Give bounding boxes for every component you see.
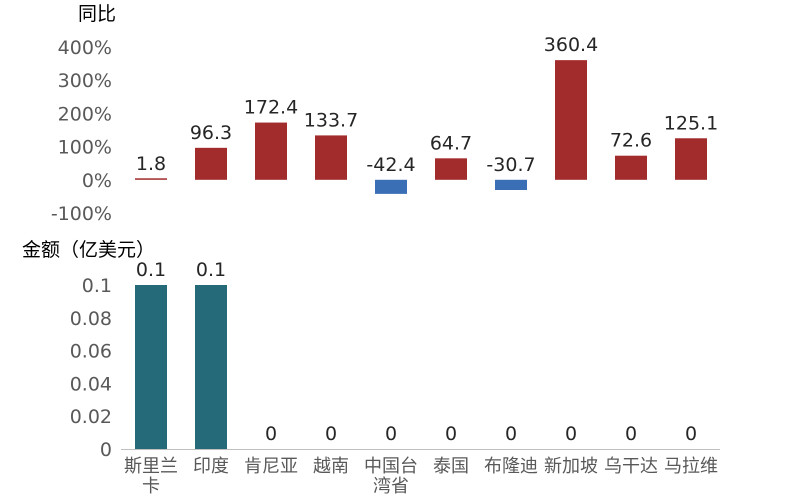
top-value-label: 64.7 (430, 132, 472, 154)
bottom-chart-value-labels: 0.1 0.1 0 0 0 0 0 0 0 0 (136, 259, 697, 445)
bottom-value-label: 0 (625, 423, 637, 445)
top-chart-value-labels: 1.8 96.3 172.4 133.7 -42.4 64.7 -30.7 360.4 72.6… (136, 34, 718, 176)
top-bar (675, 138, 707, 180)
bottom-chart-ylabel: 金额（亿美元） (22, 239, 155, 261)
bottom-value-label: 0.1 (196, 259, 226, 281)
top-y-tick-label: 300% (58, 70, 112, 92)
x-category-label: 马拉维 (664, 456, 718, 477)
top-bar (615, 155, 647, 180)
bottom-value-label: 0 (325, 423, 337, 445)
top-bar (435, 158, 467, 180)
top-value-label: 96.3 (190, 122, 232, 144)
bottom-y-tick-label: 0.1 (82, 275, 112, 297)
top-bar (195, 147, 227, 180)
top-value-label: 360.4 (544, 34, 598, 56)
x-category-label: 湾省 (373, 476, 409, 497)
bottom-y-tick-label: 0.06 (70, 341, 112, 363)
top-bar (135, 178, 167, 180)
top-chart-bars (135, 60, 707, 194)
top-value-label: -30.7 (486, 154, 535, 176)
x-category-label: 卡 (142, 476, 160, 497)
top-value-label: 1.8 (136, 153, 166, 175)
bottom-bar (195, 285, 227, 449)
top-y-tick-label: 100% (58, 137, 112, 159)
top-chart-ylabel: 同比 (78, 3, 116, 25)
top-value-label: 125.1 (664, 112, 718, 134)
top-bar (315, 135, 347, 180)
bottom-chart-bars (135, 285, 227, 449)
x-category-label: 泰国 (433, 456, 469, 477)
top-bar (375, 179, 407, 194)
x-category-label: 新加坡 (544, 456, 598, 477)
bottom-value-label: 0 (265, 423, 277, 445)
bottom-value-label: 0 (565, 423, 577, 445)
x-category-label: 乌干达 (604, 456, 658, 477)
bottom-value-label: 0 (385, 423, 397, 445)
bottom-y-tick-label: 0.02 (70, 406, 112, 428)
x-category-label: 肯尼亚 (244, 456, 298, 477)
bottom-y-tick-label: 0.08 (70, 308, 112, 330)
top-y-tick-label: 0% (82, 170, 112, 192)
top-bar (255, 122, 287, 180)
bottom-value-label: 0.1 (136, 259, 166, 281)
x-category-label: 布隆迪 (484, 456, 538, 477)
bottom-chart-y-ticks: 0.1 0.08 0.06 0.04 0.02 0 (70, 275, 112, 461)
top-y-tick-label: 200% (58, 103, 112, 125)
bottom-y-tick-label: 0.04 (70, 373, 112, 395)
top-value-label: 72.6 (610, 130, 652, 152)
top-y-tick-label: -100% (51, 203, 112, 225)
x-category-label: 越南 (313, 456, 349, 477)
bottom-bar (135, 285, 167, 449)
top-y-tick-label: 400% (58, 37, 112, 59)
bottom-y-tick-label: 0 (100, 439, 112, 461)
top-bar (555, 60, 587, 180)
x-category-label: 斯里兰 (124, 456, 178, 477)
bottom-value-label: 0 (505, 423, 517, 445)
bottom-value-label: 0 (685, 423, 697, 445)
top-value-label: 172.4 (244, 97, 298, 119)
top-bar (495, 179, 527, 190)
top-value-label: 133.7 (304, 109, 358, 131)
x-category-label: 印度 (193, 456, 229, 477)
x-category-label: 中国台 (364, 456, 418, 477)
bottom-value-label: 0 (445, 423, 457, 445)
top-value-label: -42.4 (366, 154, 415, 176)
top-chart-y-ticks: 400% 300% 200% 100% 0% -100% (51, 37, 112, 225)
